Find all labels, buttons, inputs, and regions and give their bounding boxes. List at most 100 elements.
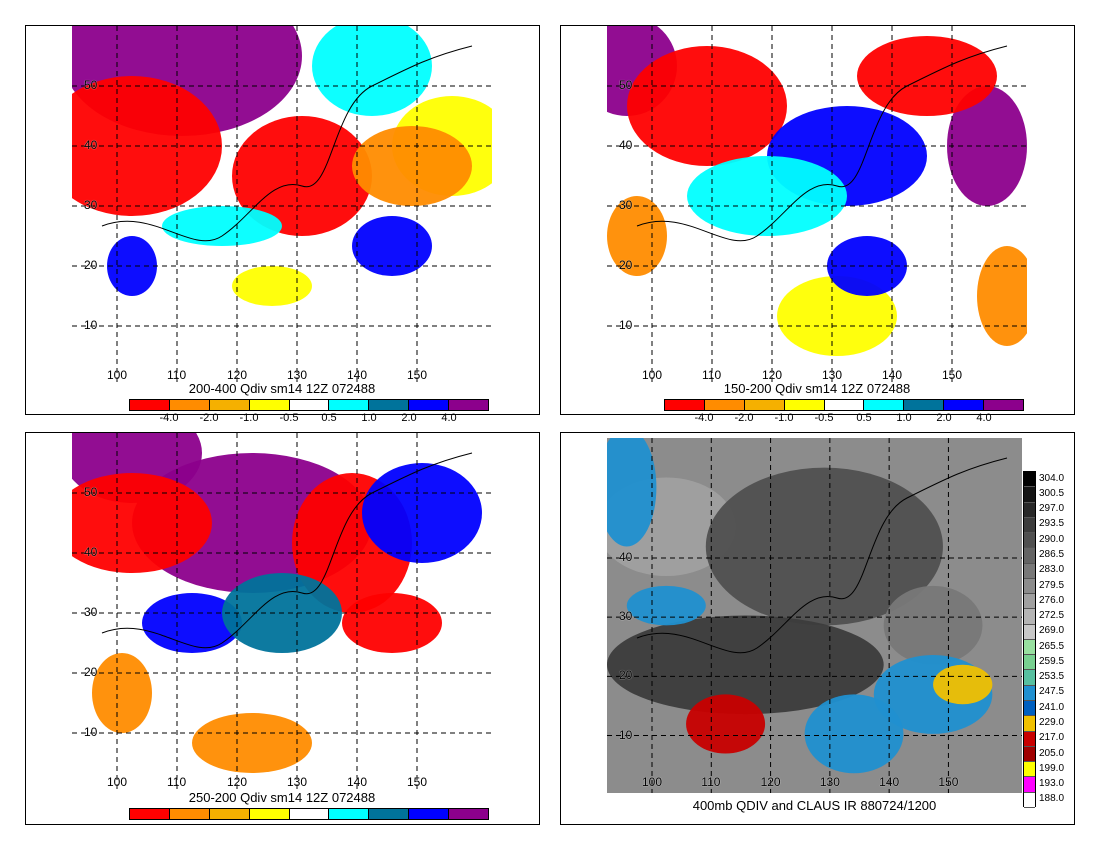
colorbar-tick-label: -4.0 [694, 412, 714, 424]
ir-colorbar-swatch [1024, 517, 1035, 534]
colorbar [129, 399, 489, 411]
colorbar-swatch [449, 809, 489, 819]
ir-colorbar-swatch [1024, 639, 1035, 656]
latitude-label: 20 [84, 258, 98, 272]
longitude-label: 120 [227, 368, 248, 382]
longitude-label: 140 [347, 775, 368, 789]
map-svg [607, 26, 1027, 386]
colorbar-swatch [249, 809, 290, 819]
colorbar-tick-label: -1.0 [239, 412, 259, 424]
latitude-label: 50 [84, 78, 98, 92]
longitude-label: 130 [287, 368, 308, 382]
longitude-label: 120 [227, 775, 248, 789]
latitude-label: 40 [84, 545, 98, 559]
colorbar-swatch [249, 400, 290, 410]
ir-colorbar-label: 279.5 [1039, 579, 1065, 591]
ir-colorbar-swatch [1024, 609, 1035, 625]
longitude-label: 110 [167, 368, 187, 382]
panel-caption: 150-200 Qdiv sm14 12Z 072488 [723, 381, 911, 396]
qdiv-map-200-400: 50 40 30 20 10 100 110 120 130 140 150 [72, 26, 492, 386]
longitude-label: 100 [642, 368, 663, 382]
ir-colorbar-swatch [1024, 731, 1035, 747]
colorbar-tick-label: -2.0 [734, 412, 754, 424]
colorbar-tick-label: 2.0 [936, 412, 952, 424]
colorbar-swatch [904, 400, 945, 410]
coastline [101, 45, 473, 242]
longitude-label: 110 [701, 775, 721, 789]
panel-caption: 250-200 Qdiv sm14 12Z 072488 [188, 790, 376, 805]
ir-colorbar-swatch [1024, 502, 1035, 518]
ir-colorbar-label: 253.5 [1039, 671, 1065, 683]
longitude-label: 130 [819, 775, 840, 789]
colorbar-swatch [289, 809, 330, 819]
colorbar-swatch [824, 400, 865, 410]
longitude-label: 150 [407, 775, 428, 789]
colorbar-swatch [449, 400, 489, 410]
ir-colorbar-label: 241.0 [1039, 701, 1065, 713]
longitude-label: 110 [702, 368, 722, 382]
colorbar-tick-label: -4.0 [159, 412, 179, 424]
colorbar-tick-label: 0.5 [321, 412, 337, 424]
colorbar-swatch [984, 400, 1024, 410]
coastline [636, 457, 1008, 654]
ir-colorbar-swatch [1024, 533, 1035, 549]
longitude-label: 100 [107, 775, 128, 789]
panel-qdiv-claus-ir: 40 30 20 10 100 110 120 130 140 150 400mb QDIV an… [560, 432, 1075, 825]
ir-colorbar-label: 247.5 [1039, 686, 1065, 698]
longitude-label: 150 [407, 368, 428, 382]
map-svg [72, 26, 492, 386]
ir-colorbar-swatch [1024, 548, 1035, 564]
ir-colorbar-label: 259.5 [1039, 655, 1065, 667]
colorbar-swatch [369, 809, 410, 819]
ir-colorbar-label: 217.0 [1039, 732, 1065, 744]
ir-colorbar-label: 199.0 [1039, 762, 1065, 774]
latitude-label: 40 [619, 138, 633, 152]
ir-colorbar-label: 293.5 [1039, 518, 1065, 530]
colorbar [129, 808, 489, 820]
ir-colorbar-label: 272.5 [1039, 610, 1065, 622]
ir-colorbar-label: 265.5 [1039, 640, 1065, 652]
colorbar-tick-label: 4.0 [441, 412, 457, 424]
ir-colorbar-label: 269.0 [1039, 625, 1065, 637]
latitude-label: 10 [84, 318, 98, 332]
panel-250-200-qdiv: 50 40 30 20 10 100 110 120 130 140 150 250-200 Qdi… [25, 432, 540, 825]
map-svg [607, 438, 1022, 793]
ir-colorbar-swatch [1024, 472, 1035, 488]
latitude-label: 40 [619, 550, 633, 564]
ir-colorbar-label: 229.0 [1039, 717, 1065, 728]
panel-caption: 200-400 Qdiv sm14 12Z 072488 [188, 381, 376, 396]
colorbar-swatch [130, 809, 170, 819]
latitude-label: 30 [84, 198, 98, 212]
colorbar-swatch [784, 400, 825, 410]
latitude-label: 20 [619, 258, 633, 272]
panel-caption: 400mb QDIV and CLAUS IR 880724/1200 [692, 798, 937, 813]
colorbar-swatch [409, 400, 450, 410]
colorbar-swatch [289, 400, 330, 410]
ir-colorbar-label: 276.0 [1039, 594, 1065, 606]
colorbar-swatch [169, 400, 210, 410]
longitude-label: 120 [760, 775, 781, 789]
ir-qdiv-map: 40 30 20 10 100 110 120 130 140 150 [607, 438, 1022, 793]
ir-colorbar-label: 290.0 [1039, 533, 1065, 545]
longitude-label: 140 [879, 775, 900, 789]
ir-colorbar-swatch [1024, 624, 1035, 640]
longitude-label: 150 [938, 775, 959, 789]
latitude-label: 50 [84, 485, 98, 499]
colorbar-tick-label: 4.0 [976, 412, 992, 424]
field-shading [607, 438, 993, 774]
latitude-label: 10 [619, 318, 633, 332]
coastline [636, 45, 1008, 242]
colorbar-tick-label: 2.0 [401, 412, 417, 424]
colorbar-swatch [744, 400, 785, 410]
colorbar-swatch [329, 809, 370, 819]
ir-colorbar-label: 205.0 [1039, 747, 1065, 759]
ir-colorbar-swatch [1024, 563, 1035, 579]
colorbar-swatch [369, 400, 410, 410]
ir-colorbar-swatch [1024, 487, 1035, 503]
colorbar-swatch [409, 809, 450, 819]
ir-colorbar-swatch [1024, 716, 1035, 732]
ir-colorbar-label: 300.5 [1039, 487, 1065, 499]
panel-200-400-qdiv: 50 40 30 20 10 100 110 120 130 140 150 200-400 Qdi… [25, 25, 540, 424]
latitude-label: 30 [84, 605, 98, 619]
map-svg [72, 433, 492, 793]
